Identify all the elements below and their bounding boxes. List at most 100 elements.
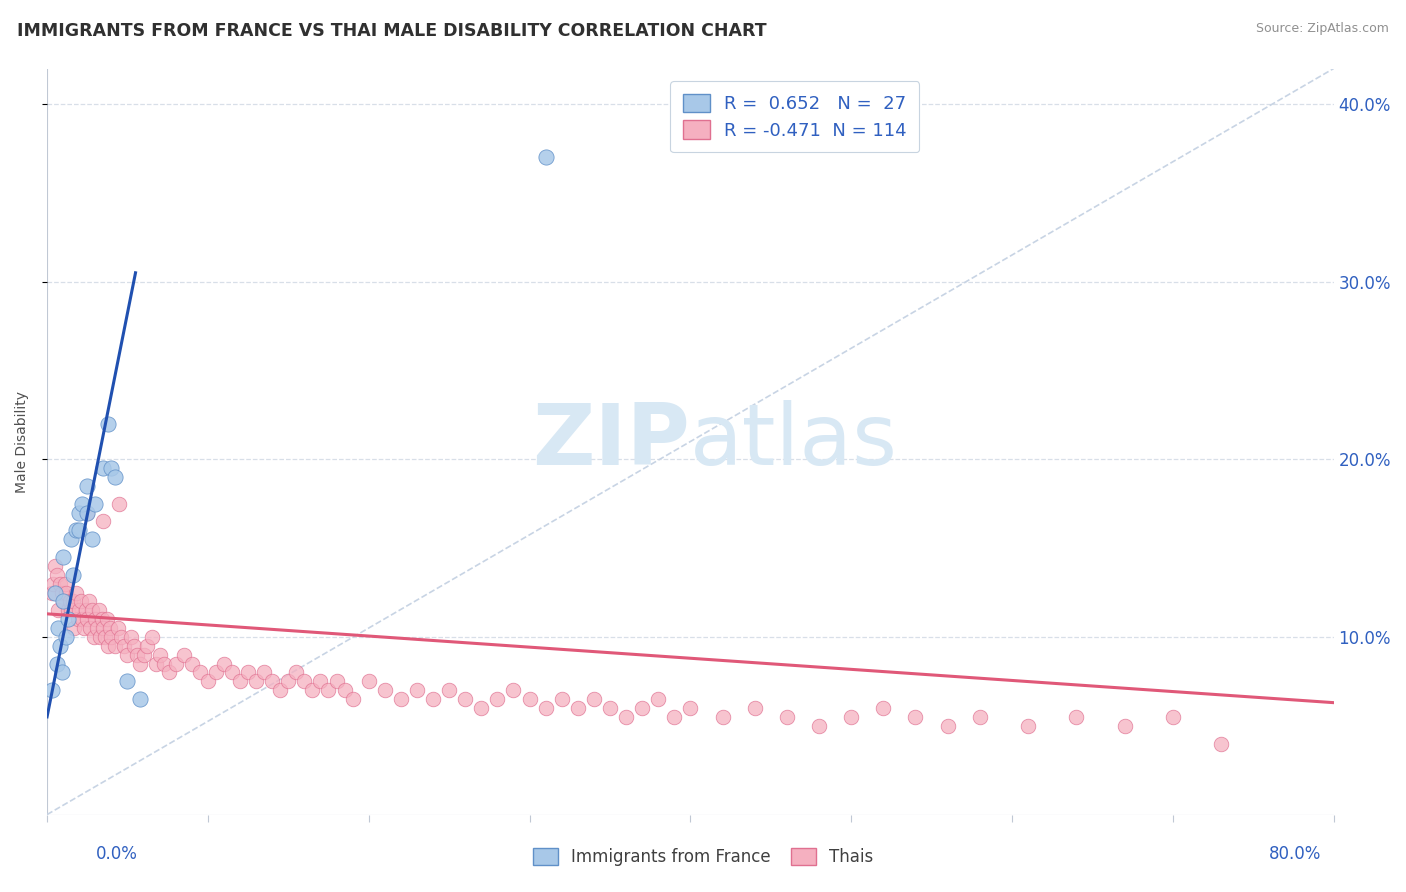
Point (205, 665, 228, 680)
Point (67, 506, 90, 520)
Point (104, 470, 127, 484)
Point (318, 683, 340, 698)
Point (97, 417, 120, 431)
Point (52, 549, 75, 564)
Point (221, 665, 243, 680)
Point (80, 533, 103, 547)
Point (776, 710, 799, 724)
Point (277, 674, 299, 689)
Point (1161, 710, 1184, 724)
Text: IMMIGRANTS FROM FRANCE VS THAI MALE DISABILITY CORRELATION CHART: IMMIGRANTS FROM FRANCE VS THAI MALE DISA… (17, 22, 766, 40)
Point (145, 657, 167, 671)
Point (157, 665, 180, 680)
Point (229, 674, 252, 689)
Legend: Immigrants from France, Thais: Immigrants from France, Thais (526, 841, 880, 873)
Point (79, 621, 101, 635)
Point (711, 710, 734, 724)
Point (374, 683, 396, 698)
Point (936, 719, 959, 733)
Point (502, 683, 524, 698)
Point (519, 692, 541, 706)
Point (357, 674, 380, 689)
Point (165, 657, 187, 671)
Point (188, 665, 211, 680)
Point (153, 657, 176, 671)
Point (66, 612, 89, 626)
Point (197, 674, 219, 689)
Point (839, 710, 862, 724)
Point (112, 639, 135, 653)
Point (117, 648, 139, 662)
Point (269, 683, 291, 698)
Point (44, 585, 66, 599)
Point (180, 657, 202, 671)
Point (333, 683, 356, 698)
Point (117, 674, 139, 689)
Point (110, 630, 132, 644)
Point (679, 701, 702, 715)
Y-axis label: Male Disability: Male Disability (15, 391, 30, 492)
Point (53, 576, 76, 591)
Point (72, 497, 94, 511)
Point (309, 674, 332, 689)
Point (69, 594, 91, 608)
Text: 80.0%: 80.0% (1270, 846, 1322, 863)
Point (122, 639, 145, 653)
Point (90, 612, 112, 626)
Point (94, 630, 117, 644)
Point (236, 665, 259, 680)
Text: ZIP: ZIP (533, 400, 690, 483)
Point (93, 621, 115, 635)
Point (44, 558, 66, 573)
Point (60, 533, 83, 547)
Point (77, 594, 100, 608)
Point (744, 701, 766, 715)
Point (84, 612, 107, 626)
Point (76, 506, 98, 520)
Point (470, 701, 492, 715)
Point (599, 701, 621, 715)
Point (904, 710, 927, 724)
Point (46, 621, 69, 635)
Point (49, 576, 72, 591)
Point (56, 603, 79, 617)
Point (325, 674, 347, 689)
Point (120, 630, 142, 644)
Point (63, 621, 86, 635)
Point (664, 710, 686, 724)
Point (51, 665, 73, 680)
Point (86, 621, 108, 635)
Point (65, 585, 87, 599)
Point (42, 576, 65, 591)
Point (129, 657, 152, 671)
Point (422, 692, 444, 706)
Point (292, 674, 315, 689)
Point (45, 657, 67, 671)
Point (631, 701, 654, 715)
Point (75, 603, 97, 617)
Point (1209, 737, 1232, 751)
Point (132, 648, 155, 662)
Point (486, 692, 509, 706)
Point (647, 692, 669, 706)
Point (76, 506, 98, 520)
Legend: R =  0.652   N =  27, R = -0.471  N = 114: R = 0.652 N = 27, R = -0.471 N = 114 (669, 81, 920, 153)
Point (389, 692, 412, 706)
Point (534, 150, 557, 164)
Point (73, 621, 96, 635)
Point (65, 524, 87, 538)
Point (567, 701, 589, 715)
Point (127, 648, 149, 662)
Point (108, 497, 131, 511)
Point (301, 683, 323, 698)
Point (141, 630, 163, 644)
Point (55, 630, 77, 644)
Point (872, 701, 894, 715)
Point (51, 585, 73, 599)
Point (80, 603, 103, 617)
Point (262, 674, 284, 689)
Point (406, 683, 429, 698)
Point (84, 497, 107, 511)
Point (107, 621, 129, 635)
Point (104, 639, 127, 653)
